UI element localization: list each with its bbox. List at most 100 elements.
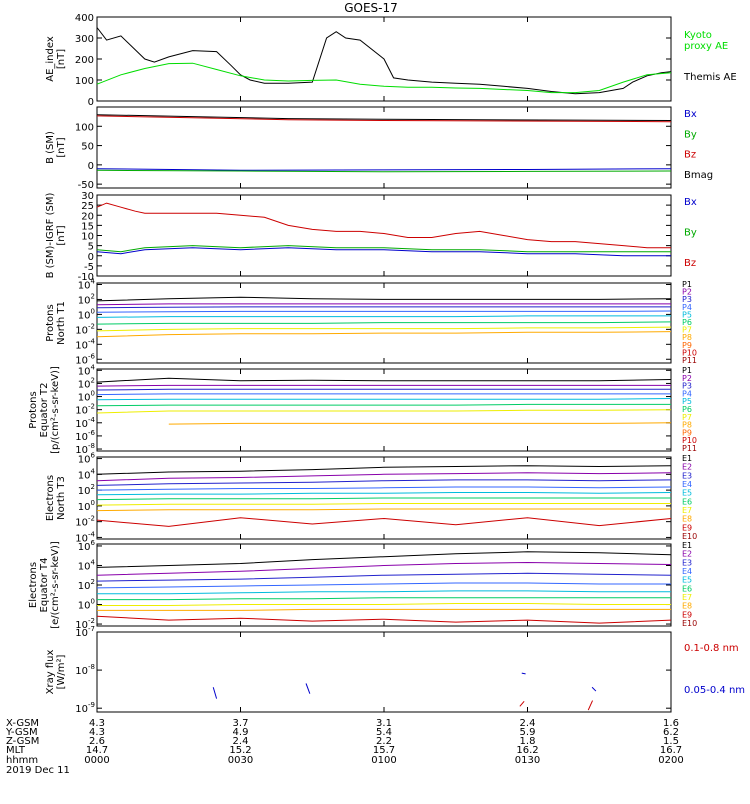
protons-t1-series-line — [96, 315, 671, 318]
ephemeris-row-label: Y-GSM — [5, 727, 38, 738]
xray-ylabel: Xray flux — [45, 650, 56, 695]
ephemeris-value: 14.7 — [86, 745, 108, 756]
electrons-t3-ylabel: Electrons — [45, 475, 56, 521]
protons-t1-ytick-label: 102 — [78, 292, 95, 306]
protons-t1-ylabel: North T1 — [56, 301, 67, 345]
protons-t2-series-line — [96, 398, 672, 401]
protons-t2-ylabel: Protons — [28, 391, 39, 428]
protons-t1-series-line — [96, 326, 672, 332]
electrons-t3-legend-e8: E8 — [682, 515, 692, 524]
bsm-ytick-label: 50 — [81, 142, 94, 153]
ae-series-line — [96, 62, 672, 94]
electrons-t4-ylabel: Electrons — [28, 562, 39, 608]
xray-ylabel: [W/m²] — [56, 654, 67, 689]
electrons-t3-legend-e4: E4 — [682, 480, 692, 489]
electrons-t4-series-line — [96, 615, 672, 624]
protons-t2-series-line — [96, 393, 671, 396]
electrons-t4-series-line — [96, 582, 671, 589]
xray-flux-segment — [212, 687, 218, 699]
bigrf-ytick-label: 10 — [81, 232, 94, 243]
xray-ytick-label: 10-8 — [75, 663, 95, 677]
ephemeris-value: 0100 — [371, 755, 396, 766]
protons-t2-legend-p8: P8 — [682, 421, 692, 430]
bsm-legend-item: By — [684, 129, 697, 140]
electrons-t4-ytick-label: 104 — [78, 558, 96, 572]
ephemeris-value: 2.6 — [89, 736, 105, 747]
bigrf-series-line — [96, 245, 671, 253]
bsm-ylabel: B (SM) — [45, 131, 56, 164]
protons-t1-series-line — [96, 296, 672, 302]
xray-flux-segment — [521, 672, 526, 675]
protons-t1-series-line — [96, 331, 672, 338]
ephemeris-value: 2.4 — [233, 736, 249, 747]
protons-t2-legend-p1: P1 — [682, 366, 692, 375]
electrons-t4-series-line — [96, 561, 672, 576]
protons-t1-series-line — [96, 310, 672, 313]
protons-t1-legend-p11: P11 — [682, 356, 697, 365]
electrons-t4-series-line — [97, 603, 671, 606]
protons-t1-ytick-label: 100 — [78, 307, 95, 321]
bigrf-ytick-label: -10 — [78, 272, 94, 283]
protons-t2-ytick-label: 10-8 — [75, 442, 95, 456]
protons-t1-legend-p3: P3 — [682, 295, 692, 304]
protons-t2-legend-p6: P6 — [682, 405, 692, 414]
electrons-t3-legend-e3: E3 — [682, 471, 692, 480]
electrons-t4-ylabel: Equator T4 — [39, 558, 50, 613]
protons-t2-ytick-label: 102 — [78, 376, 95, 390]
ephemeris-value: 16.2 — [516, 745, 538, 756]
protons-t2-legend-p2: P2 — [682, 374, 692, 383]
electrons-t4-ylabel: [e/(cm²-s-sr-keV)] — [50, 541, 61, 629]
bigrf-ytick-label: 15 — [81, 221, 94, 232]
ae-ytick-label: 200 — [75, 55, 94, 66]
electrons-t3-series-line — [96, 472, 672, 482]
bigrf-series-line — [96, 202, 671, 249]
protons-t2-ylabel: Equator T2 — [39, 383, 50, 438]
xray-legend-item: 0.05-0.4 nm — [684, 685, 745, 696]
electrons-t4-legend-e5: E5 — [682, 576, 692, 585]
protons-t2-ytick-label: 10-6 — [75, 429, 95, 443]
bigrf-ytick-label: 30 — [81, 191, 94, 202]
ae-legend-item: Kyoto — [684, 30, 712, 41]
plot-date: 2019 Dec 11 — [6, 765, 70, 776]
electrons-t4-series-line — [96, 572, 672, 582]
bsm-ytick-label: -50 — [78, 180, 94, 191]
electrons-t4-legend-e4: E4 — [682, 567, 692, 576]
ephemeris-value: 5.4 — [376, 727, 392, 738]
bigrf-ytick-label: 20 — [81, 211, 94, 222]
ephemeris-value: 0000 — [84, 755, 109, 766]
protons-t1-series-line — [96, 306, 671, 309]
protons-t2-ylabel: [p/(cm²-s-sr-keV)] — [50, 366, 61, 454]
electrons-t3-series-line — [96, 508, 671, 512]
protons-t2-legend-p11: P11 — [682, 444, 697, 453]
bigrf-ytick-label: 5 — [88, 242, 94, 253]
electrons-t4-ytick-label: 102 — [78, 578, 95, 592]
protons-t1-series-line — [96, 321, 672, 325]
electrons-t3-legend-e6: E6 — [682, 497, 692, 506]
electrons-t3-ytick-label: 10-4 — [75, 530, 95, 544]
electrons-t4-legend-e9: E9 — [682, 610, 692, 619]
ephemeris-value: 0030 — [228, 755, 253, 766]
electrons-t4-legend-e10: E10 — [682, 619, 697, 628]
ephemeris-value: 6.2 — [663, 727, 679, 738]
electrons-t3-legend-e1: E1 — [682, 454, 692, 463]
protons-t2-series-line — [96, 384, 671, 387]
ae-legend-item: proxy AE — [684, 41, 728, 52]
electrons-t3-ylabel: North T3 — [56, 476, 67, 520]
electrons-t3-ytick-label: 106 — [78, 452, 96, 466]
ae-legend-item: Themis AE — [683, 72, 737, 83]
protons-t1-legend-p1: P1 — [682, 280, 692, 289]
protons-t1-series-line — [96, 303, 671, 306]
electrons-t3-series-line — [96, 465, 672, 475]
ephemeris-value: 0130 — [515, 755, 540, 766]
protons-t1-ytick-label: 10-2 — [75, 322, 95, 336]
bigrf-ytick-label: -5 — [84, 262, 94, 273]
protons-t2-series-line — [96, 377, 672, 383]
electrons-t3-legend-e10: E10 — [682, 532, 697, 541]
protons-t2-series-line — [96, 388, 671, 391]
ephemeris-value: 4.3 — [89, 718, 105, 729]
electrons-t3-ytick-label: 100 — [78, 499, 95, 513]
bigrf-legend-item: Bz — [684, 258, 696, 269]
protons-t1-legend-p4: P4 — [682, 303, 692, 312]
ephemeris-value: 4.3 — [89, 727, 105, 738]
protons-t1-ytick-label: 10-4 — [75, 337, 95, 351]
